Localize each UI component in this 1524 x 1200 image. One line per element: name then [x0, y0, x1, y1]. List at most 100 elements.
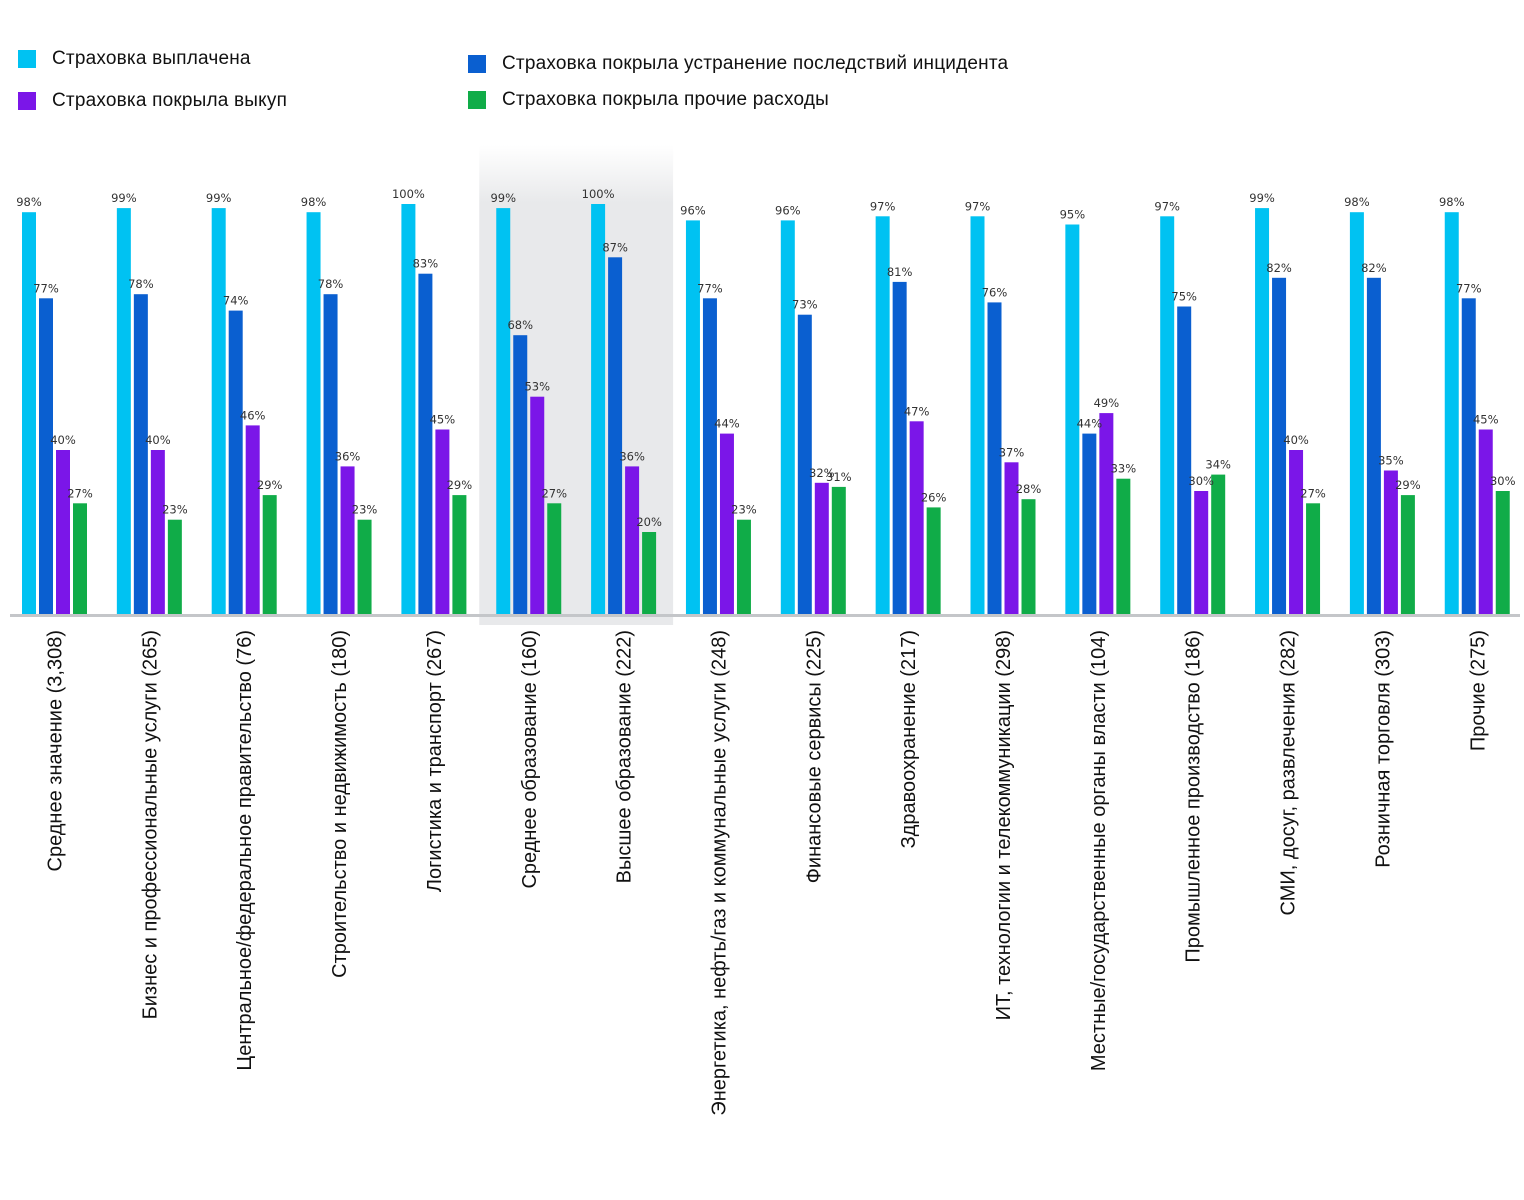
- data-label-4-series-0: 100%: [392, 187, 425, 201]
- bar-0-series-0: [22, 212, 36, 614]
- legend-label-paid: Страховка выплачена: [52, 48, 251, 69]
- x-axis-line: [10, 614, 1520, 617]
- data-label-6-series-0: 100%: [582, 187, 615, 201]
- data-label-15-series-0: 98%: [1439, 195, 1465, 209]
- bar-6-series-1: [608, 257, 623, 614]
- bar-11-series-3: [1116, 478, 1131, 614]
- legend-swatch-ransom: [18, 92, 36, 110]
- data-label-10-series-3: 28%: [1016, 482, 1042, 496]
- category-label-1: Бизнес и профессиональные услуги (265): [139, 630, 161, 1019]
- category-label-3: Строительство и недвижимость (180): [329, 630, 351, 978]
- data-label-11-series-3: 33%: [1111, 462, 1137, 476]
- bar-14-series-2: [1383, 470, 1398, 614]
- bar-11-series-0: [1065, 224, 1080, 614]
- category-label-14: Розничная торговля (303): [1372, 630, 1394, 868]
- data-label-14-series-2: 35%: [1378, 454, 1404, 468]
- data-label-1-series-0: 99%: [111, 191, 137, 205]
- bar-5-series-3: [547, 503, 562, 614]
- category-label-0: Среднее значение (3,308): [45, 630, 67, 871]
- data-label-11-series-0: 95%: [1060, 208, 1086, 222]
- data-label-0-series-3: 27%: [67, 486, 93, 500]
- bar-3-series-1: [323, 294, 338, 614]
- data-label-12-series-2: 30%: [1188, 474, 1214, 488]
- data-label-9-series-0: 97%: [870, 199, 896, 213]
- legend-item-paid: Страховка выплачена: [18, 48, 251, 70]
- bar-14-series-1: [1366, 277, 1381, 614]
- data-label-15-series-2: 45%: [1473, 413, 1499, 427]
- bar-7-series-2: [719, 433, 734, 614]
- bar-8-series-2: [814, 482, 829, 614]
- legend-label-recovery: Страховка покрыла устранение последствий…: [502, 53, 1009, 74]
- bar-2-series-1: [228, 310, 243, 614]
- bar-10-series-0: [970, 216, 985, 615]
- category-label-12: Промышленное производство (186): [1183, 630, 1205, 963]
- data-label-14-series-0: 98%: [1344, 195, 1370, 209]
- bar-4-series-0: [401, 204, 416, 614]
- bar-5-series-0: [496, 208, 511, 614]
- bar-1-series-1: [133, 294, 148, 614]
- data-label-11-series-2: 49%: [1094, 396, 1120, 410]
- bar-3-series-3: [357, 519, 372, 614]
- legend-swatch-paid: [18, 50, 36, 68]
- data-label-13-series-1: 82%: [1266, 261, 1292, 275]
- bar-10-series-2: [1004, 462, 1019, 614]
- bar-12-series-1: [1177, 306, 1192, 614]
- category-label-5: Среднее образование (160): [519, 630, 541, 889]
- data-label-5-series-3: 27%: [541, 486, 567, 500]
- bar-2-series-3: [262, 495, 277, 614]
- bar-9-series-0: [875, 216, 890, 615]
- data-label-13-series-2: 40%: [1283, 433, 1309, 447]
- bar-8-series-1: [797, 314, 812, 614]
- bar-13-series-0: [1255, 208, 1270, 614]
- category-label-2: Центральное/федеральное правительство (7…: [234, 630, 256, 1071]
- bar-7-series-3: [736, 519, 751, 614]
- bar-12-series-0: [1160, 216, 1175, 615]
- bar-15-series-0: [1444, 212, 1459, 614]
- bar-9-series-1: [892, 281, 907, 614]
- legend-swatch-other-costs: [468, 91, 486, 109]
- category-label-7: Энергетика, нефть/газ и коммунальные усл…: [708, 630, 730, 1116]
- data-label-6-series-2: 36%: [619, 449, 645, 463]
- legend-item-recovery: Страховка покрыла устранение последствий…: [468, 53, 1008, 75]
- bar-12-series-2: [1194, 491, 1209, 614]
- bar-2-series-0: [211, 208, 226, 614]
- bar-1-series-2: [150, 450, 165, 614]
- data-label-1-series-1: 78%: [128, 277, 154, 291]
- bar-4-series-1: [418, 273, 433, 614]
- data-label-3-series-3: 23%: [352, 503, 378, 517]
- data-label-13-series-0: 99%: [1249, 191, 1275, 205]
- data-label-14-series-1: 82%: [1361, 261, 1387, 275]
- bar-5-series-2: [530, 396, 545, 614]
- bar-15-series-2: [1478, 429, 1493, 614]
- data-label-0-series-0: 98%: [16, 195, 42, 209]
- data-label-12-series-0: 97%: [1154, 199, 1180, 213]
- data-label-1-series-2: 40%: [145, 433, 171, 447]
- bar-1-series-3: [167, 519, 182, 614]
- bar-8-series-3: [831, 486, 846, 614]
- bar-15-series-3: [1495, 491, 1510, 614]
- data-label-13-series-3: 27%: [1300, 486, 1326, 500]
- category-label-13: СМИ, досуг, развлечения (282): [1278, 630, 1300, 915]
- category-label-4: Логистика и транспорт (267): [424, 630, 446, 892]
- bar-11-series-2: [1099, 413, 1114, 614]
- category-label-11: Местные/государственные органы власти (1…: [1088, 630, 1110, 1071]
- bar-6-series-2: [625, 466, 640, 614]
- data-label-4-series-3: 29%: [447, 478, 473, 492]
- data-label-2-series-1: 74%: [223, 294, 249, 308]
- data-label-8-series-3: 31%: [826, 470, 852, 484]
- bar-2-series-2: [245, 425, 260, 614]
- data-label-2-series-2: 46%: [240, 408, 266, 422]
- data-label-6-series-1: 87%: [602, 240, 628, 254]
- data-label-0-series-2: 40%: [50, 433, 76, 447]
- bar-14-series-0: [1349, 212, 1364, 614]
- bar-6-series-0: [591, 204, 606, 614]
- legend-item-other-costs: Страховка покрыла прочие расходы: [468, 89, 829, 111]
- data-label-7-series-3: 23%: [731, 503, 757, 517]
- data-label-1-series-3: 23%: [162, 503, 188, 517]
- bar-5-series-1: [513, 335, 528, 614]
- data-label-3-series-1: 78%: [318, 277, 344, 291]
- bar-4-series-2: [435, 429, 450, 614]
- data-label-5-series-0: 99%: [490, 191, 516, 205]
- data-label-9-series-1: 81%: [887, 265, 913, 279]
